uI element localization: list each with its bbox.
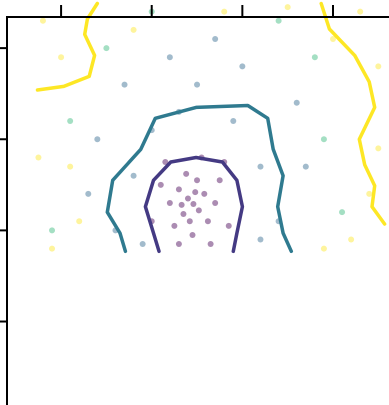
point	[184, 195, 191, 202]
point	[171, 222, 178, 229]
point	[190, 200, 197, 207]
point	[189, 231, 196, 238]
point	[320, 136, 327, 143]
contour-line	[143, 155, 245, 254]
point	[225, 222, 232, 229]
point	[49, 227, 56, 234]
point	[194, 177, 201, 184]
point	[212, 200, 219, 207]
point	[130, 172, 137, 179]
point	[121, 81, 128, 88]
point	[293, 99, 300, 106]
ticks	[0, 5, 334, 323]
point	[39, 17, 46, 24]
point	[192, 189, 199, 196]
point	[162, 159, 169, 166]
point	[186, 218, 193, 225]
point	[348, 236, 355, 243]
point	[366, 190, 373, 197]
point	[339, 209, 346, 216]
point	[212, 36, 219, 43]
point	[239, 63, 246, 70]
point	[175, 241, 182, 248]
point	[357, 8, 364, 15]
point	[311, 54, 318, 61]
point	[183, 170, 190, 177]
point	[58, 54, 65, 61]
contour-line	[105, 103, 294, 254]
point	[130, 26, 137, 33]
point	[180, 210, 187, 217]
point	[216, 177, 223, 184]
point	[284, 4, 291, 11]
point	[320, 245, 327, 252]
point	[302, 163, 309, 170]
point	[194, 81, 201, 88]
point	[35, 154, 42, 161]
point	[49, 245, 56, 252]
point	[375, 63, 382, 70]
point	[204, 218, 211, 225]
point	[375, 145, 382, 152]
point	[103, 45, 110, 52]
point	[67, 118, 74, 125]
points	[35, 4, 382, 252]
point	[178, 201, 185, 208]
point	[201, 190, 208, 197]
point	[94, 136, 101, 143]
point	[275, 17, 282, 24]
point	[76, 218, 83, 225]
point	[166, 54, 173, 61]
point	[221, 8, 228, 15]
point	[195, 207, 202, 214]
contours	[35, 1, 387, 254]
point	[175, 186, 182, 193]
point	[257, 236, 264, 243]
point	[67, 163, 74, 170]
point	[139, 241, 146, 248]
point	[329, 36, 336, 43]
contour-line	[35, 1, 100, 92]
contour-line	[319, 1, 387, 226]
point	[230, 118, 237, 125]
point	[166, 200, 173, 207]
point	[157, 181, 164, 188]
point	[257, 163, 264, 170]
point	[85, 190, 92, 197]
point	[207, 241, 214, 248]
